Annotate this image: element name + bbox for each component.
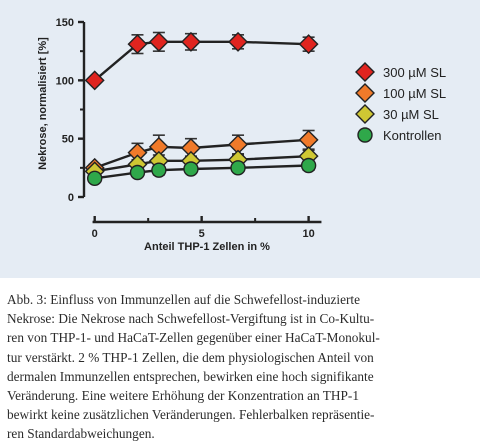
caption-line: ren von THP-1- und HaCaT-Zellen gegenübe… [7,330,380,346]
legend-label: 300 µM SL [383,65,446,80]
data-point [298,129,319,150]
y-tick-label: 150 [56,17,74,29]
data-point [228,31,249,52]
necrosis-chart: 0 50 100 150 0 5 10 Anteil THP-1 Zellen in % Nek… [37,17,446,253]
data-point [129,164,146,181]
y-tick-label: 100 [56,75,74,87]
data-point [180,31,201,52]
series-line [93,40,309,82]
data-point [183,161,199,177]
legend-label: 30 µM SL [383,107,439,122]
caption-line: dermalen Immunzellen entsprechen, bewirk… [7,368,374,384]
chart-panel: 0 50 100 150 0 5 10 Anteil THP-1 Zellen in % Nek… [0,0,480,278]
figure-caption: Abb. 3: Einfluss von Immunzellen auf die… [7,290,477,444]
legend-label: Kontrollen [383,128,442,143]
series-line [94,164,309,180]
data-point [151,162,167,178]
y-tick-label: 0 [68,192,74,204]
legend-marker [355,62,375,82]
y-axis-title: Nekrose, normalisiert [%] [37,37,49,170]
legend-marker [355,83,375,103]
caption-line: Nekrose: Die Nekrose nach Schwefellost-V… [7,311,375,327]
legend-marker [355,104,375,124]
x-tick-label: 10 [302,228,314,240]
data-point [300,157,317,174]
data-point [84,70,105,91]
data-point [230,160,246,176]
legend-marker [357,127,373,143]
legend-label: 100 µM SL [383,86,446,101]
x-tick-label: 0 [92,228,98,240]
caption-line: tur verstärkt. 2 % THP-1 Zellen, die dem… [7,349,374,365]
x-axis-title: Anteil THP-1 Zellen in % [144,241,270,253]
x-tick-label: 5 [199,228,205,240]
y-tick-label: 50 [62,134,74,146]
data-point [127,34,148,55]
caption-line: ren Standardabweichungen. [7,426,155,442]
data-point [148,31,169,52]
caption-line: bewirkt keine zusätzlichen Veränderungen… [7,407,375,423]
series-line [94,138,309,169]
data-point [298,34,319,55]
caption-line: Veränderung. Eine weitere Erhöhung der K… [7,388,360,404]
caption-line: Abb. 3: Einfluss von Immunzellen auf die… [7,292,361,307]
data-point [86,170,103,187]
